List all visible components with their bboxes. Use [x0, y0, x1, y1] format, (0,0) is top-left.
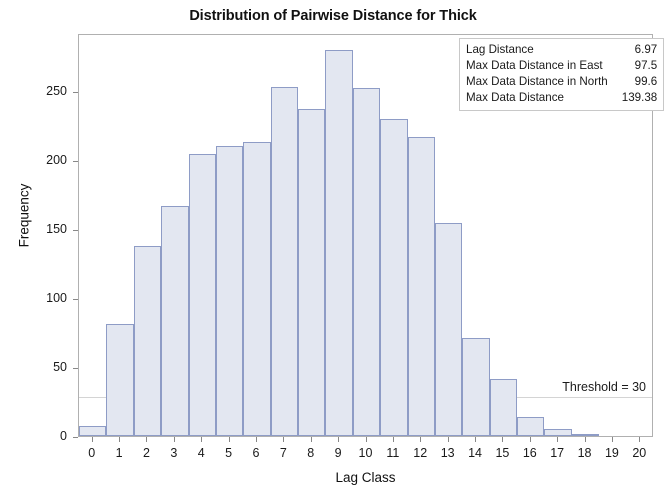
x-axis-tick-label: 2: [142, 446, 150, 460]
x-axis-tick-label: 18: [577, 446, 592, 460]
histogram-bar: [489, 379, 518, 436]
y-axis-tick-mark: [73, 437, 78, 438]
info-row-label: Max Data Distance: [466, 91, 564, 104]
info-row-value: 99.6: [634, 75, 658, 88]
x-axis-tick-label: 4: [197, 446, 205, 460]
y-axis-tick-label: 150: [46, 221, 67, 236]
x-axis-tick-mark: [173, 437, 175, 442]
histogram-bar: [243, 142, 271, 436]
x-axis-tick-mark: [392, 437, 394, 442]
x-axis-tick-label: 0: [88, 446, 96, 460]
x-axis-tick-label: 17: [550, 446, 565, 460]
histogram-bar: [544, 429, 572, 436]
x-axis-tick-label: 1: [115, 446, 123, 460]
info-row: Max Data Distance 139.38: [466, 90, 657, 106]
y-axis-tick-label: 50: [53, 359, 67, 374]
info-row: Max Data Distance in East 97.5: [466, 58, 657, 74]
x-axis-tick-mark: [201, 437, 203, 442]
x-axis-tick-label: 11: [386, 446, 400, 460]
x-axis-tick-label: 7: [279, 446, 287, 460]
x-axis-tick-mark: [611, 437, 613, 442]
histogram-bar: [517, 416, 545, 436]
x-axis-title: Lag Class: [335, 470, 396, 485]
x-axis-tick-mark: [475, 437, 477, 442]
info-row-label: Max Data Distance in East: [466, 59, 603, 72]
x-axis-tick-label: 13: [440, 446, 455, 460]
histogram-bar: [298, 108, 326, 436]
x-axis-tick-mark: [584, 437, 586, 442]
x-axis-tick-label: 8: [307, 446, 315, 460]
histogram-bar: [188, 154, 216, 436]
histogram-bar: [215, 146, 244, 436]
histogram-bar: [106, 324, 134, 436]
histogram-bar: [352, 88, 381, 436]
info-row-label: Max Data Distance in North: [466, 75, 608, 88]
x-axis-tick-mark: [639, 437, 641, 442]
x-axis-tick-label: 20: [632, 446, 647, 460]
y-axis-tick-label: 200: [46, 152, 67, 167]
y-axis-tick-mark: [73, 160, 78, 162]
x-axis-tick-mark: [502, 437, 504, 442]
x-axis-tick-label: 10: [358, 446, 373, 460]
histogram-bar: [380, 118, 408, 436]
x-axis-tick-label: 15: [495, 446, 510, 460]
histogram-bar: [571, 434, 600, 436]
x-axis-tick-mark: [557, 437, 559, 442]
threshold-label: Threshold = 30: [562, 379, 646, 394]
histogram-bar: [133, 245, 162, 436]
info-row-value: 139.38: [621, 91, 658, 104]
x-axis-tick-label: 5: [225, 446, 233, 460]
x-axis-tick-mark: [146, 437, 148, 442]
x-axis-tick-label: 14: [468, 446, 482, 460]
x-axis-tick-mark: [91, 437, 93, 442]
y-axis-tick-label: 100: [46, 290, 67, 305]
histogram-bar: [462, 338, 490, 436]
y-axis-tick-mark: [73, 229, 78, 231]
histogram-bar: [407, 136, 435, 436]
y-axis-tick-label: 0: [60, 429, 67, 443]
x-axis-tick-mark: [365, 437, 367, 442]
info-row-value: 6.97: [634, 43, 658, 56]
y-axis-tick-mark: [73, 367, 78, 369]
x-axis-tick-label: 16: [522, 446, 537, 460]
info-table: Lag Distance 6.97 Max Data Distance in Eas…: [466, 42, 657, 106]
y-axis-tick-label: 250: [46, 83, 67, 98]
x-axis-tick-mark: [447, 437, 449, 442]
info-row: Max Data Distance in North 99.6: [466, 74, 657, 90]
x-axis-tick-mark: [228, 437, 230, 442]
x-axis-tick-mark: [283, 437, 285, 442]
x-axis-tick-label: 6: [252, 446, 260, 460]
y-axis-title: Frequency: [16, 183, 32, 248]
histogram-bar: [325, 49, 353, 436]
histogram-bar: [161, 205, 189, 436]
y-axis-tick-mark: [73, 91, 78, 93]
plot-inner: Threshold = 30: [79, 35, 652, 436]
x-axis-tick-mark: [420, 437, 422, 442]
histogram-bar: [434, 223, 463, 436]
y-axis-tick-mark: [73, 298, 78, 300]
chart-title: Distribution of Pairwise Distance for Th…: [189, 8, 477, 24]
info-row-label: Lag Distance: [466, 43, 534, 56]
x-axis-tick-mark: [255, 437, 257, 442]
info-row: Lag Distance 6.97: [466, 42, 657, 58]
histogram-bar: [270, 86, 299, 436]
x-axis-tick-mark: [338, 437, 340, 442]
histogram-bar: [79, 426, 107, 436]
info-row-value: 97.5: [634, 59, 658, 72]
x-axis-tick-label: 19: [604, 446, 619, 460]
x-axis-tick-label: 12: [413, 446, 428, 460]
x-axis-tick-mark: [310, 437, 312, 442]
x-axis-tick-mark: [119, 437, 121, 442]
x-axis-tick-mark: [529, 437, 531, 442]
legend-info-box: Lag Distance 6.97 Max Data Distance in Eas…: [459, 38, 665, 111]
x-axis-tick-label: 9: [334, 446, 342, 460]
x-axis-tick-label: 3: [170, 446, 178, 460]
